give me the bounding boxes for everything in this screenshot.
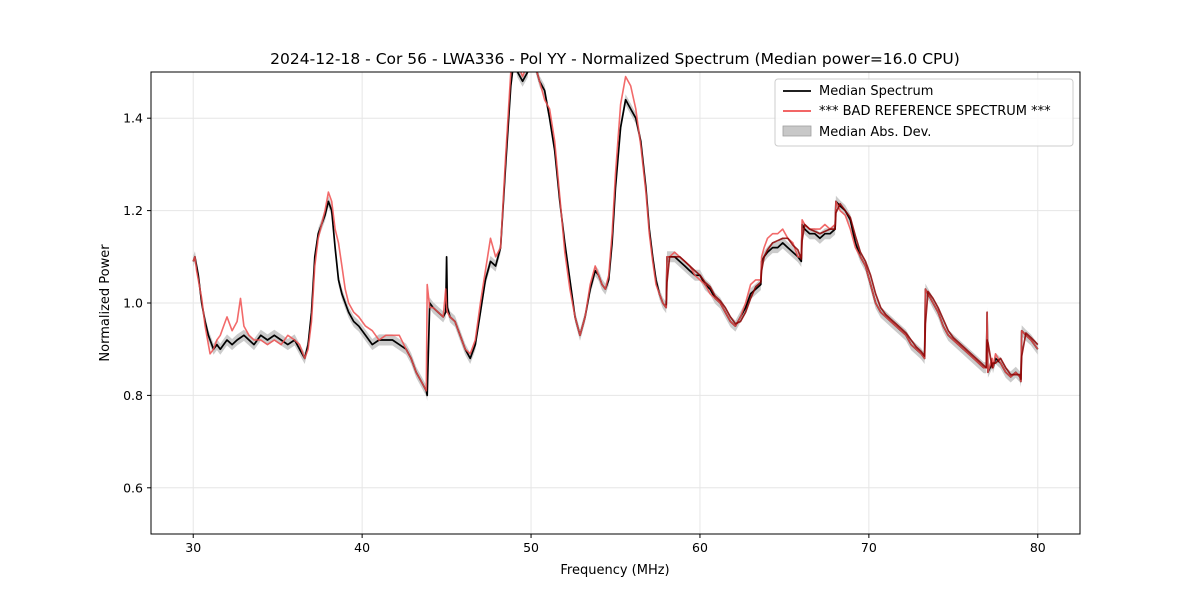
- legend: Median Spectrum *** BAD REFERENCE SPECTR…: [774, 78, 1074, 147]
- reference-spectrum-line: [192, 72, 1039, 392]
- x-tick-label: 50: [523, 540, 539, 555]
- y-tick-label: 1.0: [123, 296, 143, 311]
- tick-layer: 30 40 50 60 70 80 0.6 0.8 1.0 1.2 1.4: [123, 111, 1046, 555]
- legend-median-label: Median Spectrum: [819, 84, 933, 99]
- y-tick-label: 0.6: [123, 480, 143, 495]
- x-tick-label: 80: [1030, 540, 1046, 555]
- y-tick-label: 1.4: [123, 111, 143, 126]
- y-axis-label: Normalized Power: [98, 244, 113, 362]
- x-axis-label: Frequency (MHz): [560, 563, 669, 578]
- chart-title: 2024-12-18 - Cor 56 - LWA336 - Pol YY - …: [270, 50, 960, 68]
- y-tick-label: 0.8: [123, 388, 143, 403]
- legend-mad-label: Median Abs. Dev.: [819, 125, 931, 140]
- x-tick-label: 30: [185, 540, 201, 555]
- x-tick-label: 60: [692, 540, 708, 555]
- x-tick-label: 70: [861, 540, 877, 555]
- overlap-spectrum-line: [665, 202, 1039, 381]
- data-layer: [192, 72, 1039, 401]
- legend-reference-label: *** BAD REFERENCE SPECTRUM ***: [819, 104, 1051, 119]
- legend-mad-swatch: [782, 125, 812, 137]
- legend-box: [774, 78, 1074, 147]
- x-tick-label: 40: [354, 540, 370, 555]
- y-tick-label: 1.2: [123, 203, 143, 218]
